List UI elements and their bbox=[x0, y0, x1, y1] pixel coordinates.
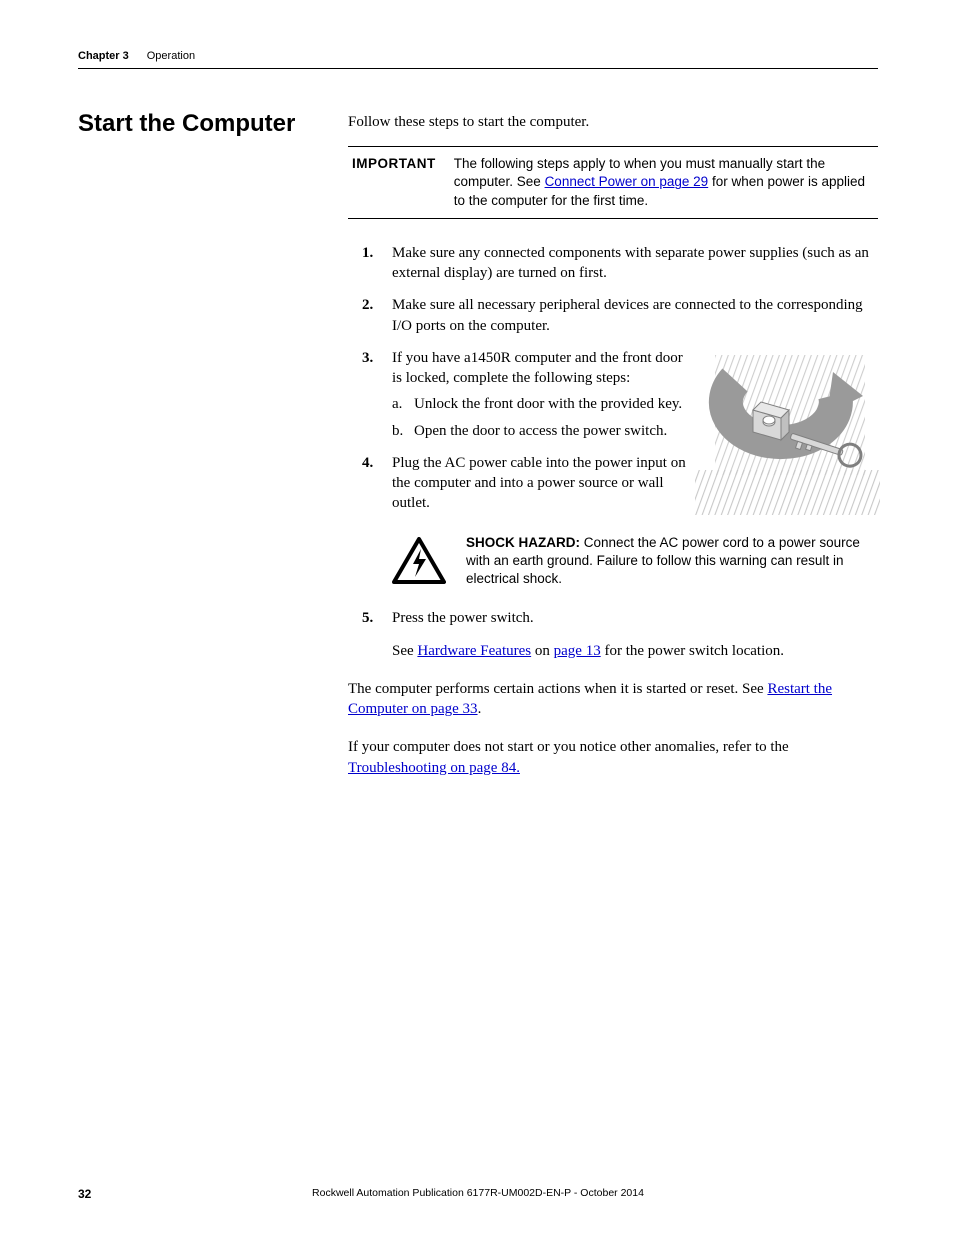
restart-prefix: The computer performs certain actions wh… bbox=[348, 681, 767, 697]
restart-paragraph: The computer performs certain actions wh… bbox=[348, 679, 878, 720]
page-13-link[interactable]: page 13 bbox=[554, 643, 601, 659]
publication-info: Rockwell Automation Publication 6177R-UM… bbox=[312, 1187, 644, 1199]
troubleshoot-paragraph: If your computer does not start or you n… bbox=[348, 737, 878, 778]
steps-list: Make sure any connected components with … bbox=[348, 243, 878, 514]
page-number: 32 bbox=[78, 1187, 91, 1201]
step-4-text: Plug the AC power cable into the power i… bbox=[392, 453, 692, 514]
hardware-features-link[interactable]: Hardware Features bbox=[417, 643, 531, 659]
step-3-substeps: Unlock the front door with the provided … bbox=[392, 394, 692, 441]
steps-list-2: Press the power switch. bbox=[348, 608, 878, 628]
section-label: Operation bbox=[147, 50, 195, 62]
important-text: The following steps apply to when you mu… bbox=[454, 155, 878, 210]
step-3: If you have a1450R computer and the fron… bbox=[348, 348, 878, 441]
intro-paragraph: Follow these steps to start the computer… bbox=[348, 112, 878, 132]
trouble-prefix: If your computer does not start or you n… bbox=[348, 739, 789, 755]
page-footer: 32 Rockwell Automation Publication 6177R… bbox=[78, 1187, 878, 1201]
see-prefix: See bbox=[392, 643, 417, 659]
shock-label: SHOCK HAZARD: bbox=[466, 535, 580, 550]
step-3b: Open the door to access the power switch… bbox=[392, 421, 692, 441]
step-3-text: If you have a1450R computer and the fron… bbox=[392, 348, 692, 389]
shock-hazard-text: SHOCK HAZARD: Connect the AC power cord … bbox=[466, 534, 878, 589]
page-header: Chapter 3 Operation bbox=[78, 50, 878, 69]
restart-suffix: . bbox=[478, 701, 482, 717]
important-callout: IMPORTANT The following steps apply to w… bbox=[348, 146, 878, 219]
step-2: Make sure all necessary peripheral devic… bbox=[348, 295, 878, 336]
body-content: Follow these steps to start the computer… bbox=[348, 112, 878, 796]
step-3a: Unlock the front door with the provided … bbox=[392, 394, 692, 414]
step-5: Press the power switch. bbox=[348, 608, 878, 628]
step-4: Plug the AC power cable into the power i… bbox=[348, 453, 878, 514]
see-mid: on bbox=[531, 643, 554, 659]
shock-hazard-callout: SHOCK HAZARD: Connect the AC power cord … bbox=[392, 534, 878, 589]
chapter-label: Chapter 3 bbox=[78, 50, 129, 62]
troubleshooting-link[interactable]: Troubleshooting on page 84. bbox=[348, 760, 520, 776]
page-title: Start the Computer bbox=[78, 110, 295, 138]
connect-power-link[interactable]: Connect Power on page 29 bbox=[545, 174, 709, 189]
page-content: Chapter 3 Operation Start the Computer F… bbox=[78, 50, 878, 69]
see-hardware: See Hardware Features on page 13 for the… bbox=[348, 641, 878, 661]
see-suffix: for the power switch location. bbox=[601, 643, 784, 659]
shock-hazard-icon bbox=[392, 537, 446, 585]
step-1: Make sure any connected components with … bbox=[348, 243, 878, 284]
important-label: IMPORTANT bbox=[348, 155, 436, 210]
